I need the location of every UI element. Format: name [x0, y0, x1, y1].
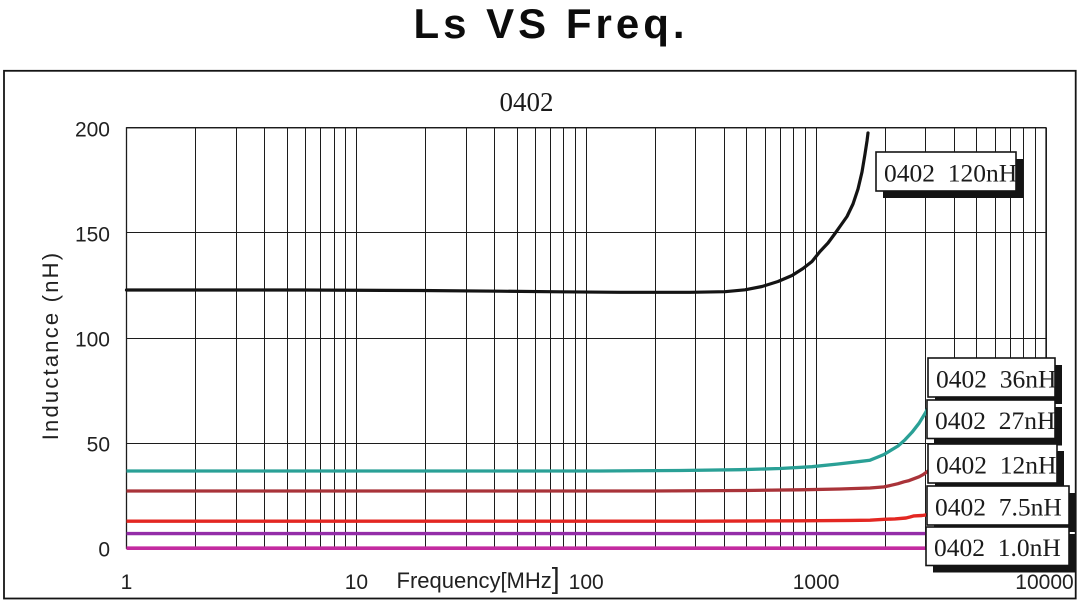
- svg-text:Ls VS Freq.: Ls VS Freq.: [413, 0, 688, 47]
- svg-text:Frequency[MHz]: Frequency[MHz]: [397, 563, 560, 595]
- svg-text:0402 1.0nH: 0402 1.0nH: [934, 533, 1061, 562]
- svg-text:150: 150: [75, 223, 110, 246]
- svg-text:10000: 10000: [1015, 571, 1073, 594]
- svg-text:200: 200: [75, 118, 110, 141]
- svg-text:0402 36nH: 0402 36nH: [936, 365, 1056, 394]
- svg-text:0402 12nH: 0402 12nH: [936, 451, 1056, 480]
- svg-text:0: 0: [98, 539, 110, 562]
- svg-text:100: 100: [569, 571, 604, 594]
- svg-text:1000: 1000: [793, 571, 840, 594]
- svg-text:0402 27nH: 0402 27nH: [935, 406, 1055, 435]
- svg-text:100: 100: [75, 329, 110, 352]
- svg-text:10: 10: [345, 571, 368, 594]
- svg-text:0402 7.5nH: 0402 7.5nH: [935, 493, 1062, 522]
- svg-text:50: 50: [87, 434, 110, 457]
- svg-text:Inductance (nH): Inductance (nH): [38, 251, 63, 441]
- svg-text:0402 120nH: 0402 120nH: [884, 159, 1017, 188]
- svg-text:1: 1: [121, 571, 133, 594]
- svg-text:0402: 0402: [500, 87, 554, 117]
